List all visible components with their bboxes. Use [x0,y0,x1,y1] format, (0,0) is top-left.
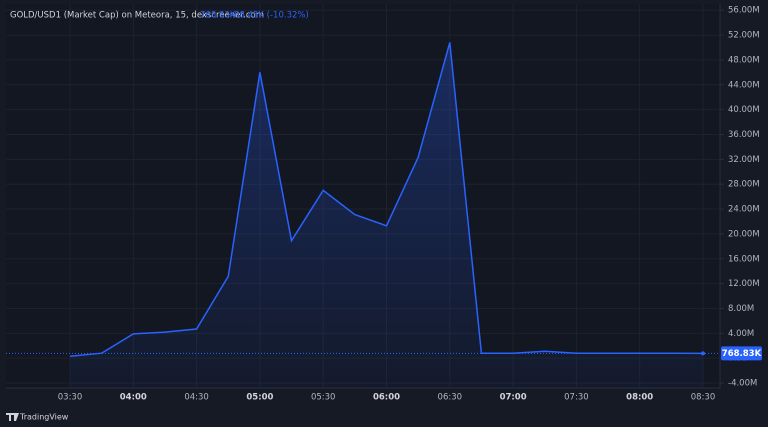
legend-change: -88.45K (-10.32%) [231,11,309,21]
x-tick-label: 04:30 [184,393,209,403]
legend-value: 768.83K [200,11,236,21]
y-tick-label: 28.00M [728,180,760,190]
y-tick-label: 40.00M [728,105,760,115]
x-tick-label: 06:00 [373,393,400,403]
x-tick-label: 06:30 [438,393,463,403]
brand-logo [6,413,19,421]
y-tick-label: 12.00M [728,279,760,289]
x-tick-label: 08:00 [626,393,653,403]
y-tick-label: 24.00M [728,205,760,215]
y-tick-label: 16.00M [728,254,760,264]
y-tick-label: 20.00M [728,229,760,239]
chart-title: GOLD/USD1 (Market Cap) on Meteora, 15, d… [10,11,264,21]
x-tick-label: 04:00 [120,393,147,403]
price-tag [721,346,762,361]
y-tick-label: 36.00M [728,130,760,140]
price-tag-label: 768.83K [722,349,762,359]
x-tick-label: 05:30 [311,393,336,403]
x-tick-label: 05:00 [246,393,273,403]
y-tick-label: 44.00M [728,80,760,90]
x-tick-label: 07:00 [500,393,527,403]
x-tick-label: 03:30 [58,393,83,403]
x-tick-label: 07:30 [564,393,589,403]
brand: TradingView [19,413,69,422]
area-fill [70,42,703,388]
marks [6,42,720,388]
x-tick-label: 08:30 [691,393,716,403]
y-tick-label: 48.00M [728,55,760,65]
y-tick-label: 4.00M [728,329,754,339]
y-tick-label: 52.00M [728,31,760,41]
y-tick-label: 32.00M [728,155,760,165]
y-tick-label: 56.00M [728,6,760,16]
y-tick-label: 8.00M [728,304,754,314]
y-tick-label: -4.00M [728,379,757,389]
